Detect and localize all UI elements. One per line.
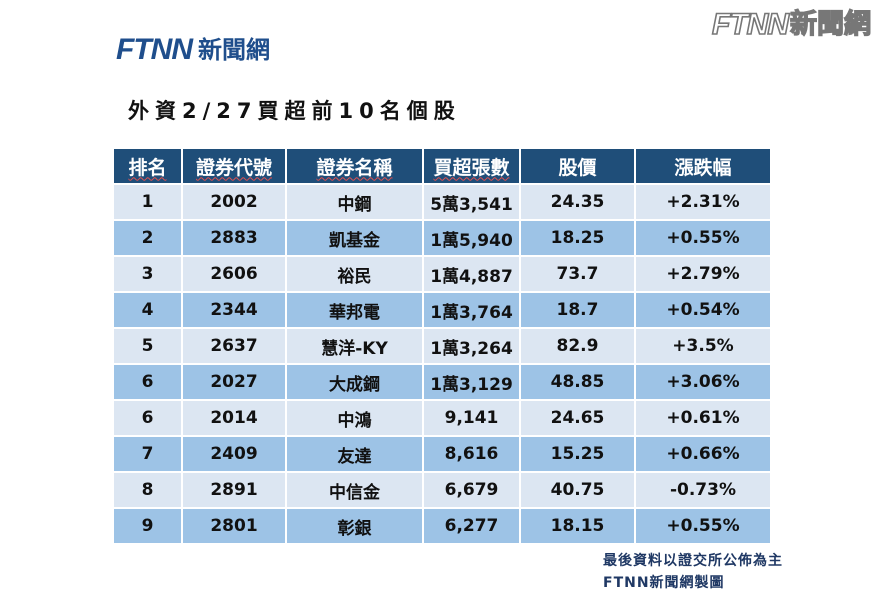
cell-net-buy: 6,277 <box>423 507 521 543</box>
cell-rank: 5 <box>114 327 183 364</box>
data-source-note: 最後資料以證交所公佈為主 <box>603 553 783 569</box>
ftnn-watermark: FTNN 新聞網 <box>711 7 871 42</box>
chart-credit: FTNN新聞網製圖 <box>603 575 725 591</box>
cell-price: 18.25 <box>520 219 636 256</box>
cell-code: 2002 <box>182 183 287 220</box>
watermark-brand-text: FTNN <box>711 7 790 42</box>
cell-net-buy: 1萬4,887 <box>423 255 521 292</box>
cell-code: 2027 <box>182 363 287 400</box>
table-row: 5 2637 慧洋-KY 1萬3,264 82.9 +3.5% <box>114 327 770 364</box>
cell-code: 2606 <box>182 255 287 292</box>
cell-rank: 2 <box>114 219 183 256</box>
table-row: 4 2344 華邦電 1萬3,764 18.7 +0.54% <box>114 291 770 328</box>
cell-name: 彰銀 <box>286 507 424 543</box>
stock-ranking-table: 排名 證券代號 證券名稱 買超張數 股價 漲跌幅 1 2002 中鋼 5萬3,5… <box>114 149 770 543</box>
cell-price: 18.7 <box>520 291 636 328</box>
cell-rank: 8 <box>114 471 183 508</box>
cell-price: 24.65 <box>520 399 636 436</box>
cell-code: 2801 <box>182 507 287 543</box>
cell-net-buy: 9,141 <box>423 399 521 436</box>
cell-price: 40.75 <box>520 471 636 508</box>
cell-price: 48.85 <box>520 363 636 400</box>
cell-net-buy: 6,679 <box>423 471 521 508</box>
table-row: 8 2891 中信金 6,679 40.75 -0.73% <box>114 471 770 508</box>
page-title: 外資2/27買超前10名個股 <box>128 99 461 123</box>
footer-notes: 最後資料以證交所公佈為主 FTNN新聞網製圖 <box>603 550 783 594</box>
cell-net-buy: 5萬3,541 <box>423 183 521 220</box>
header-price: 股價 <box>520 149 636 184</box>
cell-change: +2.31% <box>635 183 770 220</box>
cell-change: +3.5% <box>635 327 770 364</box>
cell-price: 24.35 <box>520 183 636 220</box>
cell-name: 中鴻 <box>286 399 424 436</box>
header-net-buy: 買超張數 <box>423 149 521 184</box>
table-row: 6 2014 中鴻 9,141 24.65 +0.61% <box>114 399 770 436</box>
cell-name: 裕民 <box>286 255 424 292</box>
cell-change: +0.55% <box>635 219 770 256</box>
cell-code: 2409 <box>182 435 287 472</box>
table-header-row: 排名 證券代號 證券名稱 買超張數 股價 漲跌幅 <box>114 149 770 184</box>
cell-code: 2014 <box>182 399 287 436</box>
cell-rank: 6 <box>114 399 183 436</box>
cell-rank: 1 <box>114 183 183 220</box>
table-row: 9 2801 彰銀 6,277 18.15 +0.55% <box>114 507 770 543</box>
cell-name: 華邦電 <box>286 291 424 328</box>
cell-name: 中信金 <box>286 471 424 508</box>
header-rank: 排名 <box>114 149 183 184</box>
cell-net-buy: 8,616 <box>423 435 521 472</box>
cell-change: +2.79% <box>635 255 770 292</box>
cell-code: 2883 <box>182 219 287 256</box>
cell-net-buy: 1萬5,940 <box>423 219 521 256</box>
cell-change: +0.66% <box>635 435 770 472</box>
table-row: 6 2027 大成鋼 1萬3,129 48.85 +3.06% <box>114 363 770 400</box>
cell-code: 2891 <box>182 471 287 508</box>
cell-name: 中鋼 <box>286 183 424 220</box>
table-row: 1 2002 中鋼 5萬3,541 24.35 +2.31% <box>114 183 770 220</box>
header-change: 漲跌幅 <box>635 149 770 184</box>
cell-code: 2344 <box>182 291 287 328</box>
table-row: 7 2409 友達 8,616 15.25 +0.66% <box>114 435 770 472</box>
ftnn-logo: FTNN 新聞網 <box>116 34 270 66</box>
cell-change: +0.55% <box>635 507 770 543</box>
cell-rank: 3 <box>114 255 183 292</box>
cell-price: 15.25 <box>520 435 636 472</box>
header-name: 證券名稱 <box>286 149 424 184</box>
cell-price: 82.9 <box>520 327 636 364</box>
cell-change: +0.61% <box>635 399 770 436</box>
cell-net-buy: 1萬3,264 <box>423 327 521 364</box>
cell-name: 友達 <box>286 435 424 472</box>
cell-rank: 7 <box>114 435 183 472</box>
cell-change: -0.73% <box>635 471 770 508</box>
cell-rank: 4 <box>114 291 183 328</box>
cell-net-buy: 1萬3,764 <box>423 291 521 328</box>
logo-brand-text: FTNN <box>116 33 193 66</box>
logo-brand-cn: 新聞網 <box>197 36 270 64</box>
cell-net-buy: 1萬3,129 <box>423 363 521 400</box>
table-row: 2 2883 凱基金 1萬5,940 18.25 +0.55% <box>114 219 770 256</box>
cell-name: 大成鋼 <box>286 363 424 400</box>
watermark-brand-cn: 新聞網 <box>789 8 871 40</box>
cell-name: 凱基金 <box>286 219 424 256</box>
cell-price: 73.7 <box>520 255 636 292</box>
cell-change: +0.54% <box>635 291 770 328</box>
cell-rank: 9 <box>114 507 183 543</box>
cell-price: 18.15 <box>520 507 636 543</box>
cell-change: +3.06% <box>635 363 770 400</box>
cell-code: 2637 <box>182 327 287 364</box>
cell-name: 慧洋-KY <box>286 327 424 364</box>
table-row: 3 2606 裕民 1萬4,887 73.7 +2.79% <box>114 255 770 292</box>
cell-rank: 6 <box>114 363 183 400</box>
header-code: 證券代號 <box>182 149 287 184</box>
